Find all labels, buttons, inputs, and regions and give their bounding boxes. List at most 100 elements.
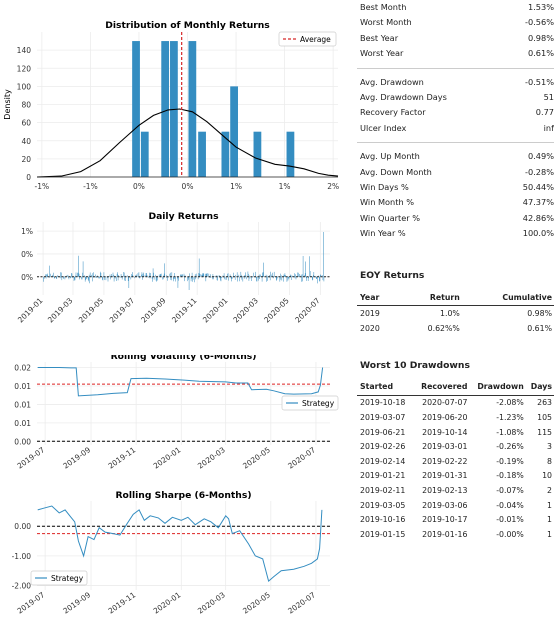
- table-cell: 2019-01-16: [422, 529, 468, 539]
- metric-row: Avg. Drawdown -0.51%: [357, 75, 554, 90]
- y-tick-label: 40: [21, 137, 31, 146]
- table-cell: 2019-06-20: [422, 413, 468, 423]
- table-cell: -0.26%: [496, 442, 524, 452]
- x-tick-label: 2020-03: [196, 445, 227, 470]
- x-tick-label: -1%: [35, 182, 50, 191]
- table-cell: 2019-03-07: [360, 413, 406, 423]
- x-tick-label: 2020-05: [241, 590, 272, 615]
- x-tick-label: 2019-01: [16, 296, 45, 325]
- y-tick-label: 60: [21, 119, 31, 128]
- metric-label: Win Month %: [360, 197, 415, 208]
- table-row: 2019-03-07 2019-06-20 -1.23% 105: [357, 410, 554, 425]
- metric-row: Worst Month -0.56%: [357, 15, 554, 30]
- table-cell: 2019-10-16: [360, 515, 406, 525]
- table-cell: 2019-02-13: [422, 486, 468, 496]
- table-cell: 2019-01-15: [360, 529, 406, 539]
- histogram-bar: [161, 41, 170, 177]
- x-tick-label: 1%: [279, 182, 291, 191]
- metric-row: Recovery Factor 0.77: [357, 105, 554, 120]
- metrics-list: Best Month 1.53% Worst Month -0.56% Best Yea…: [357, 0, 554, 241]
- table-cell: 2019: [360, 309, 380, 319]
- metric-row: Ulcer Index inf: [357, 121, 554, 136]
- drawdowns-title: Worst 10 Drawdowns: [360, 359, 470, 371]
- metric-value: 0.77: [535, 107, 554, 118]
- metric-row: Avg. Drawdown Days 51: [357, 90, 554, 105]
- metric-row: Win Year % 100.0%: [357, 226, 554, 241]
- legend-box: [281, 395, 339, 411]
- table-row: 2019-02-26 2019-03-01 -0.26% 3: [357, 439, 554, 454]
- metrics-divider: [357, 67, 554, 69]
- eoy-table: Year Return Cumulative 2019 1.0% 0.98% 2020 0.…: [357, 289, 554, 335]
- x-tick-label: 2020-07: [286, 445, 317, 470]
- table-cell: 2019-02-22: [422, 456, 468, 466]
- metric-value: 100.0%: [522, 228, 554, 239]
- metric-label: Avg. Drawdown Days: [360, 91, 447, 102]
- y-tick-label: -1.00: [12, 552, 32, 561]
- x-tick-label: 2020-01: [152, 445, 183, 470]
- x-tick-label: 2019-09: [61, 445, 92, 470]
- metric-label: Recovery Factor: [360, 107, 426, 118]
- y-tick-label: 0.01: [14, 400, 31, 409]
- x-tick-label: 2019-11: [106, 445, 137, 470]
- y-tick-label: 0%: [21, 273, 33, 282]
- legend-label: Average: [300, 35, 331, 44]
- metric-value: 0.61%: [527, 48, 554, 59]
- x-tick-label: -1%: [83, 182, 98, 191]
- histogram-bar: [253, 131, 262, 177]
- legend-label: Strategy: [302, 399, 335, 408]
- table-cell: 2019-10-14: [422, 427, 468, 437]
- table-row: 2019-03-05 2019-03-06 -0.04% 1: [357, 498, 554, 513]
- metric-row: Best Month 1.53%: [357, 0, 554, 15]
- table-row: 2020 0.62%% 0.61%: [357, 321, 554, 336]
- metric-label: Win Year %: [360, 228, 406, 239]
- table-row: 2019-01-21 2019-01-31 -0.18% 10: [357, 469, 554, 484]
- x-tick-label: 2019-11: [170, 296, 199, 325]
- x-tick-label: 2020-01: [152, 590, 183, 615]
- table-row: 2019-02-11 2019-02-13 -0.07% 2: [357, 483, 554, 498]
- metric-row: Worst Year 0.61%: [357, 46, 554, 61]
- table-cell: 2019-03-05: [360, 500, 406, 510]
- metric-label: Best Month: [360, 2, 407, 12]
- metric-value: 1.53%: [527, 2, 554, 12]
- drawdowns-table: Started Recovered Drawdown Days 2019-10-18 2…: [357, 378, 554, 542]
- y-tick-label: 0.00: [14, 437, 31, 446]
- metric-value: -0.51%: [525, 76, 554, 87]
- table-cell: -0.07%: [496, 486, 524, 496]
- metric-label: Worst Month: [360, 17, 412, 28]
- y-tick-label: 0.01: [14, 419, 31, 428]
- table-row: 2019-02-14 2019-02-22 -0.19% 8: [357, 454, 554, 469]
- table-cell: 2019-03-01: [422, 442, 468, 452]
- metric-row: Win Month % 47.37%: [357, 195, 554, 210]
- y-tick-label: 0.00: [14, 522, 31, 531]
- metric-value: 42.86%: [522, 212, 554, 223]
- rolling-volatility-chart: Rolling Volatility (6-Months) 0.00 0.01 0.0…: [14, 355, 339, 471]
- table-cell: 1: [547, 529, 552, 539]
- table-cell: -0.18%: [496, 471, 524, 481]
- daily-return-bars: [43, 232, 325, 290]
- histogram-bar: [198, 131, 206, 177]
- metrics-divider: [357, 142, 554, 144]
- x-tick-label: 2020-05: [241, 445, 272, 470]
- drawdowns-header-row: Started Recovered Drawdown Days: [357, 378, 554, 396]
- x-tick-label: 2019-07: [15, 445, 46, 470]
- x-tick-label: 2020-07: [293, 296, 322, 325]
- histogram-bar: [140, 131, 149, 177]
- x-tick-label: 2020-05: [262, 296, 291, 325]
- legend-label: Strategy: [51, 574, 84, 583]
- metric-label: Worst Year: [360, 48, 404, 59]
- metric-label: Win Days %: [360, 181, 409, 192]
- table-cell: 8: [547, 456, 552, 466]
- table-cell: 2019-02-14: [360, 456, 406, 466]
- chart-title: Daily Returns: [148, 211, 219, 222]
- monthly-returns-chart: Distribution of Monthly Returns Density 0 2…: [3, 20, 339, 191]
- table-row: 2019 1.0% 0.98%: [357, 306, 554, 321]
- kde-curve: [36, 108, 339, 178]
- table-cell: 2019-01-31: [422, 471, 468, 481]
- series-line: [37, 505, 323, 583]
- metric-value: -0.28%: [525, 166, 554, 177]
- y-tick-label: 120: [17, 64, 32, 73]
- table-cell: 2019-06-21: [360, 427, 406, 437]
- histogram-bar: [286, 131, 295, 177]
- x-tick-label: 0%: [133, 182, 145, 191]
- x-tick-label: 2019-09: [139, 296, 168, 325]
